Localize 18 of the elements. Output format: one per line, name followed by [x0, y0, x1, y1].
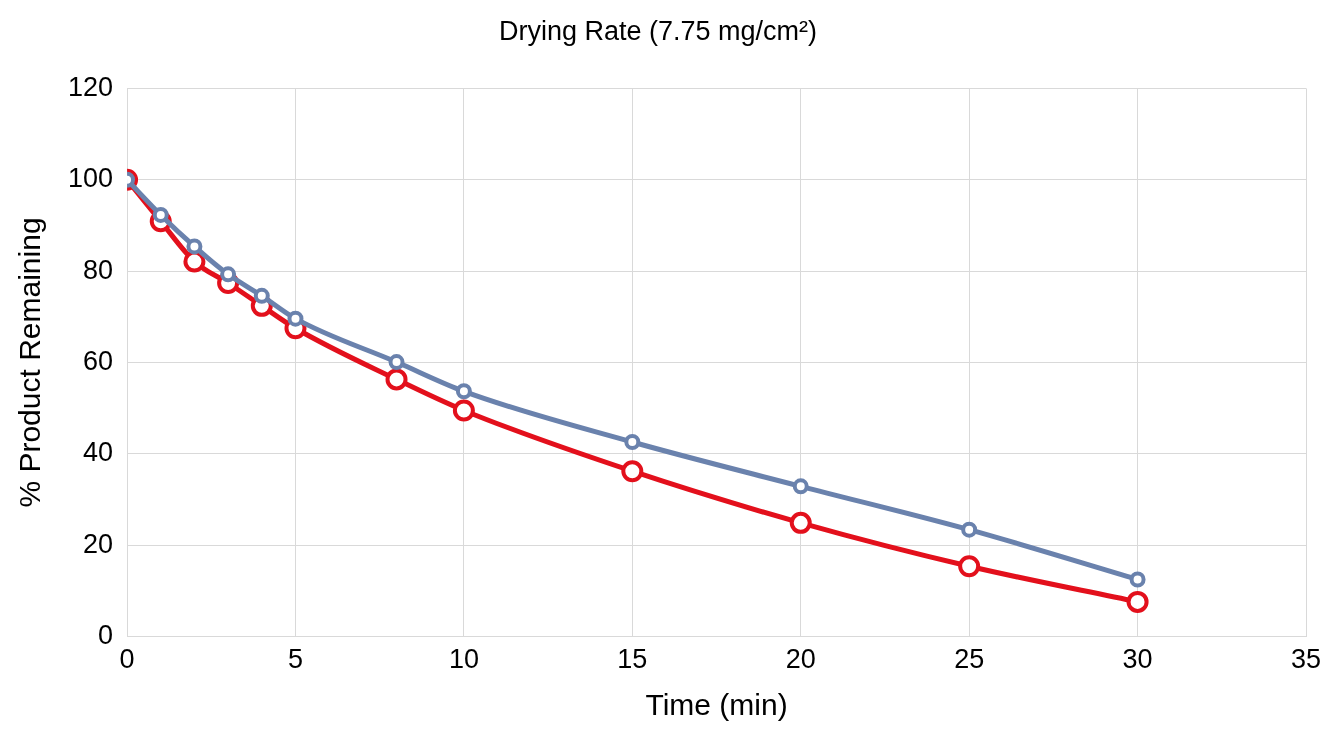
y-axis-title: % Product Remaining — [13, 217, 47, 508]
x-tick-label: 15 — [617, 644, 648, 675]
x-axis-title: Time (min) — [645, 688, 788, 722]
y-tick-label: 40 — [83, 437, 114, 468]
y-tick-label: 120 — [67, 71, 114, 102]
y-tick-label: 100 — [67, 163, 114, 194]
x-tick-label: 20 — [785, 644, 816, 675]
chart-title: Drying Rate (7.75 mg/cm²) — [498, 15, 818, 46]
x-tick-label: 30 — [1122, 644, 1153, 675]
y-tick-label: 20 — [83, 528, 114, 559]
x-tick-label: 10 — [448, 644, 479, 675]
x-tick-label: 0 — [119, 644, 135, 675]
x-tick-label: 25 — [954, 644, 985, 675]
y-tick-label: 60 — [83, 345, 114, 376]
y-tick-label: 0 — [98, 620, 114, 651]
x-tick-label: 35 — [1290, 644, 1322, 675]
y-tick-label: 80 — [83, 254, 114, 285]
x-tick-label: 5 — [287, 644, 303, 675]
